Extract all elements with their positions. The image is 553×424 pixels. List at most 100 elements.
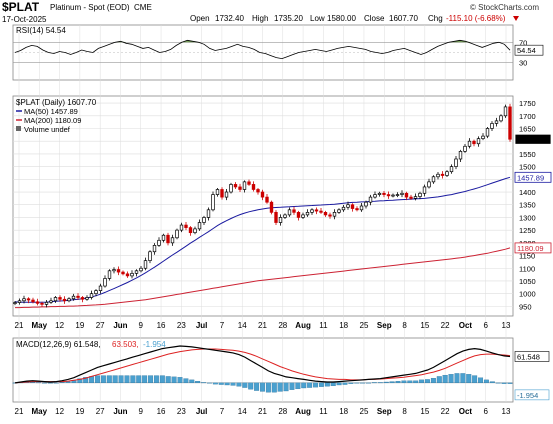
candle-body	[382, 192, 386, 195]
macd-histogram-bar	[330, 382, 336, 387]
candle-body	[413, 196, 418, 199]
price-panel	[12, 95, 514, 317]
candle-body	[404, 192, 409, 198]
rsi-tick-label: 30	[519, 59, 527, 68]
macd-hist-last-value: -1.954	[517, 391, 538, 400]
price-tick-label: 1700	[519, 112, 536, 121]
candle-body	[463, 145, 467, 152]
candle-body	[350, 204, 355, 209]
price-x-tick-label: 23	[177, 321, 186, 330]
candle-body	[319, 210, 323, 213]
chg-label: Chg	[428, 14, 443, 23]
macd-histogram-bar	[401, 380, 407, 384]
macd-x-tick-label: Aug	[295, 407, 311, 416]
price-x-tick-label: 15	[420, 321, 429, 330]
macd-x-tick-label: Jun	[113, 407, 127, 416]
candle-body	[368, 196, 373, 203]
macd-x-tick-label: Oct	[459, 407, 473, 416]
copyright: © StockCharts.com	[470, 3, 539, 12]
macd-x-tick-label: 7	[220, 407, 225, 416]
candle-body	[193, 228, 197, 234]
macd-x-tick-label: 23	[177, 407, 186, 416]
macd-histogram-bar	[265, 382, 271, 393]
price-x-tick-label: Oct	[459, 321, 473, 330]
macd-signal-legend: 63.503,	[112, 340, 139, 349]
candle-body	[278, 217, 283, 223]
candle-body	[44, 301, 49, 305]
price-tick-label: 1150	[519, 252, 535, 261]
macd-histogram-bar	[183, 378, 189, 384]
macd-histogram-bar	[472, 375, 478, 384]
macd-histogram-bar	[383, 381, 389, 384]
macd-histogram-bar	[271, 382, 277, 393]
candle-body	[215, 189, 220, 195]
macd-histogram-bar	[448, 374, 454, 384]
candle-body	[98, 285, 103, 291]
macd-histogram-bar	[460, 373, 466, 384]
macd-histogram-bar	[165, 376, 171, 384]
candle-body	[346, 204, 350, 208]
candle-body	[296, 212, 301, 218]
candle-body	[490, 123, 494, 129]
candle-body	[265, 196, 269, 203]
rsi-last-value-box	[514, 44, 544, 56]
macd-histogram-bar	[419, 379, 425, 384]
macd-histogram-bar	[106, 375, 112, 384]
macd-histogram-bar	[489, 381, 495, 384]
candle-body	[13, 302, 17, 304]
close-last-value-label: 1607.70	[517, 135, 544, 144]
macd-histogram-bar	[36, 382, 42, 384]
candle-body	[508, 106, 512, 140]
candle-body	[314, 209, 319, 212]
chg-value: -115.10 (-6.68%)	[446, 14, 506, 23]
macd-histogram-bar	[289, 382, 295, 390]
macd-x-tick-label: Jul	[196, 407, 208, 416]
macd-x-tick-label: Sep	[377, 407, 392, 416]
close-label: Close	[364, 14, 385, 23]
candle-body	[143, 260, 148, 269]
macd-histogram-bar	[242, 382, 248, 388]
macd-histogram-bar	[313, 382, 319, 388]
rsi-last-value: 54.54	[517, 46, 536, 55]
ma50-line	[14, 176, 511, 303]
macd-histogram-bar	[254, 382, 260, 391]
candle-body	[35, 301, 40, 304]
macd-line	[14, 345, 511, 384]
macd-histogram-bar	[124, 375, 130, 384]
candle-body	[431, 176, 436, 183]
price-x-tick-label: Sep	[377, 321, 392, 330]
candle-body	[170, 237, 175, 244]
price-x-tick-label: May	[32, 321, 48, 330]
macd-histogram-bar	[336, 382, 342, 386]
candle-body	[458, 151, 463, 160]
rsi-line	[14, 39, 511, 60]
candle-body	[40, 302, 44, 305]
macd-histogram-bar	[248, 382, 254, 390]
macd-x-tick-label: 28	[278, 407, 287, 416]
macd-hist-legend: -1.954	[143, 340, 166, 349]
candle-body	[206, 209, 211, 218]
macd-histogram-bar	[430, 377, 436, 384]
macd-histogram-bar	[301, 382, 307, 389]
macd-x-tick-label: 21	[15, 407, 24, 416]
price-x-tick-label: 9	[139, 321, 144, 330]
low-value: 1580.00	[327, 14, 356, 23]
date-label: 17-Oct-2025	[2, 15, 47, 24]
macd-x-tick-label: 11	[319, 407, 328, 416]
price-tick-label: 1650	[519, 124, 536, 133]
macd-x-tick-label: 13	[502, 407, 511, 416]
candle-body	[476, 138, 481, 145]
close-value: 1607.70	[389, 14, 418, 23]
candle-body	[283, 214, 287, 218]
candle-body	[274, 212, 278, 223]
macd-histogram-bar	[195, 380, 201, 384]
price-x-tick-label: 11	[319, 321, 328, 330]
candle-body	[242, 181, 247, 190]
macd-histogram-bar	[342, 382, 348, 385]
macd-x-tick-label: 21	[258, 407, 267, 416]
candle-body	[449, 166, 454, 173]
macd-histogram-bar	[283, 382, 289, 392]
macd-x-tick-label: 15	[420, 407, 429, 416]
price-x-tick-label: 13	[502, 321, 511, 330]
close-last-value-label-box	[514, 133, 552, 145]
